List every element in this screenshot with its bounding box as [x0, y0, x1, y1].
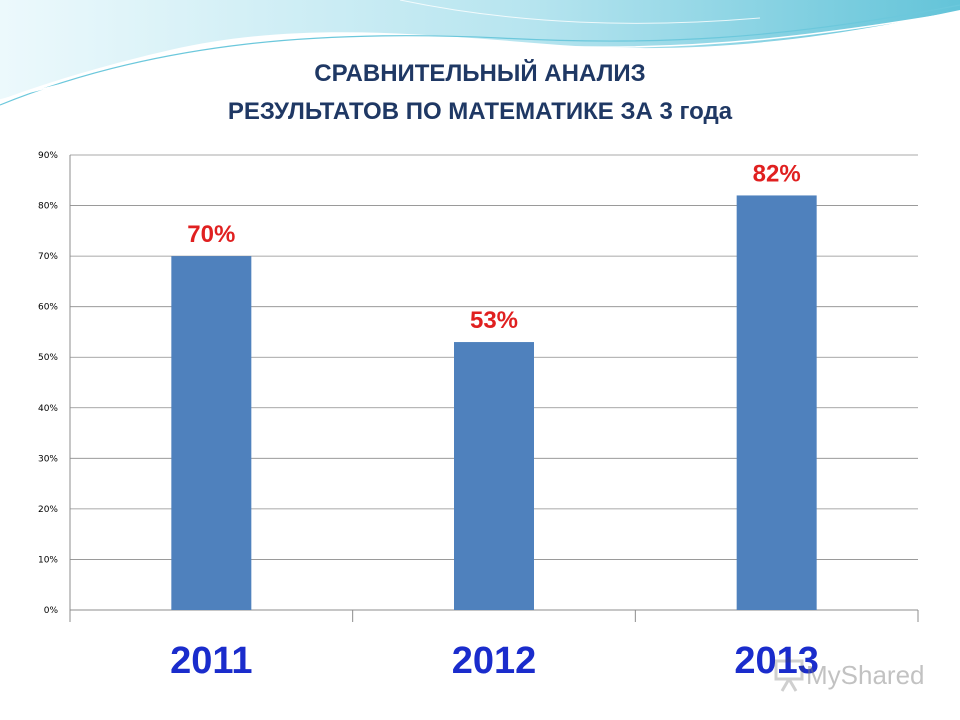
chart-title-line-2: РЕЗУЛЬТАТОВ ПО МАТЕМАТИКЕ ЗА 3 года: [227, 98, 733, 125]
data-label-2011: 70%: [187, 221, 235, 248]
wave-decoration: [0, 0, 960, 106]
data-label-2013: 82%: [753, 160, 801, 187]
y-tick-label: 40%: [38, 404, 58, 414]
category-label-2012: 2012: [452, 640, 537, 682]
category-label-2013: 2013: [734, 640, 819, 682]
chart-title-line-1: СРАВНИТЕЛЬНЫЙ АНАЛИЗ: [314, 60, 646, 87]
bar-2011: [171, 256, 252, 610]
data-label-2012: 53%: [470, 307, 518, 334]
presentation-board-icon: [774, 657, 804, 692]
y-tick-label: 80%: [38, 202, 58, 212]
bar-2013: [736, 195, 817, 610]
y-tick-label: 50%: [38, 353, 58, 363]
category-label-2011: 2011: [170, 640, 252, 682]
watermark-text: MyShared: [806, 660, 925, 690]
y-tick-label: 70%: [38, 252, 58, 262]
y-tick-label: 30%: [38, 454, 58, 464]
y-tick-label: 20%: [38, 505, 58, 515]
bar-2012: [454, 342, 534, 610]
y-tick-label: 90%: [38, 151, 58, 161]
y-tick-label: 10%: [38, 555, 58, 565]
y-tick-label: 60%: [38, 303, 58, 313]
y-tick-label: 0%: [44, 606, 59, 616]
